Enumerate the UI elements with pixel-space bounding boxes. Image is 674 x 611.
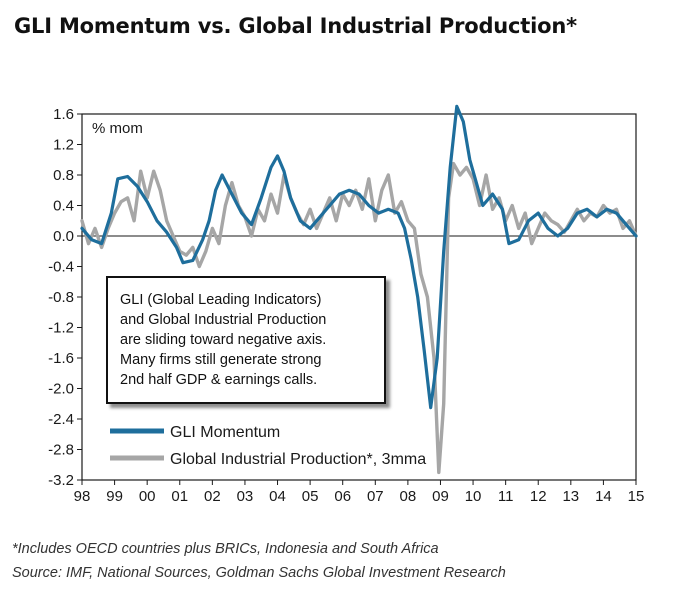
x-tick-label: 02 xyxy=(204,488,221,505)
series-layer xyxy=(80,104,638,475)
x-tick-label: 98 xyxy=(74,488,91,505)
footnote: *Includes OECD countries plus BRICs, Ind… xyxy=(12,541,439,557)
legend-label-ip: Global Industrial Production*, 3mma xyxy=(170,451,426,468)
y-tick-label: -2.0 xyxy=(48,381,74,398)
x-tick-label: 99 xyxy=(106,488,123,505)
x-tick-label: 15 xyxy=(628,488,645,505)
annotation-callout: GLI (Global Leading Indicators) and Glob… xyxy=(106,276,386,404)
source-note: Source: IMF, National Sources, Goldman S… xyxy=(12,565,506,581)
series-line-gli-momentum xyxy=(80,104,638,410)
callout-line-1: GLI (Global Leading Indicators) xyxy=(120,292,322,308)
y-tick-label: -1.2 xyxy=(48,320,74,337)
x-tick-label: 04 xyxy=(269,488,286,505)
y-tick-label: -1.6 xyxy=(48,350,74,367)
x-tick-label: 00 xyxy=(139,488,156,505)
callout-line-3: are sliding toward negative axis. xyxy=(120,332,327,348)
x-tick-label: 07 xyxy=(367,488,384,505)
callout-line-4: Many firms still generate strong xyxy=(120,352,322,368)
x-tick-label: 10 xyxy=(465,488,482,505)
x-tick-label: 08 xyxy=(400,488,417,505)
y-tick-label: 1.2 xyxy=(53,137,74,154)
x-tick-label: 01 xyxy=(171,488,188,505)
x-tick-label: 12 xyxy=(530,488,547,505)
callout-line-5: 2nd half GDP & earnings calls. xyxy=(120,372,318,388)
y-unit-label: % mom xyxy=(92,120,143,137)
y-tick-label: -3.2 xyxy=(48,472,74,489)
y-tick-label: -0.8 xyxy=(48,289,74,306)
x-tick-label: 05 xyxy=(302,488,319,505)
y-tick-label: 0.4 xyxy=(53,198,74,215)
x-tick-label: 06 xyxy=(334,488,351,505)
x-tick-label: 03 xyxy=(237,488,254,505)
y-tick-label: -2.8 xyxy=(48,442,74,459)
legend: GLI Momentum Global Industrial Productio… xyxy=(110,424,426,468)
y-tick-label: 0.0 xyxy=(53,228,74,245)
y-tick-label: 1.6 xyxy=(53,106,74,123)
x-tick-label: 14 xyxy=(595,488,612,505)
callout-line-2: and Global Industrial Production xyxy=(120,312,327,328)
legend-label-gli: GLI Momentum xyxy=(170,424,280,441)
chart-title: GLI Momentum vs. Global Industrial Produ… xyxy=(14,14,577,38)
y-axis: 1.6 1.2 0.8 0.4 0.0 -0.4 -0.8 -1.2 -1.6 -2.0 -2.4 -… xyxy=(48,106,82,489)
x-tick-label: 09 xyxy=(432,488,449,505)
y-tick-label: -2.4 xyxy=(48,411,74,428)
y-tick-label: 0.8 xyxy=(53,167,74,184)
x-tick-label: 13 xyxy=(562,488,579,505)
x-axis: 98 99 00 01 02 03 04 05 06 07 08 09 10 11 12 13 14 15 xyxy=(74,480,645,505)
x-tick-label: 11 xyxy=(498,488,514,505)
y-tick-label: -0.4 xyxy=(48,259,74,276)
